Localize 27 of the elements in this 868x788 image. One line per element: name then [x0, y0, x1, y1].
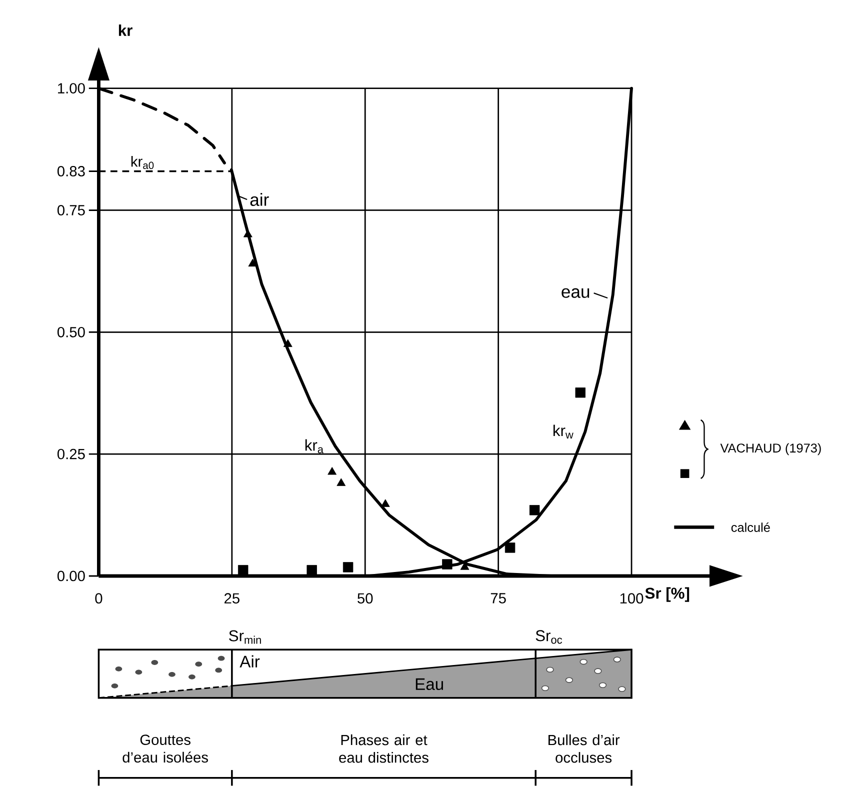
text: Eau	[416, 678, 444, 690]
text: Air	[240, 655, 260, 668]
annotation: eau	[562, 288, 590, 298]
annotation: air	[250, 193, 269, 206]
y-axis-title: kr	[118, 24, 132, 36]
x-axis-title: Sr [%]	[645, 587, 690, 602]
y-tick-label: 0.25	[57, 448, 85, 460]
y-tick-label: 0.00	[57, 570, 85, 582]
text: Gouttes d’eau isolées	[122, 734, 208, 763]
x-tick-label: 25	[224, 593, 240, 604]
y-tick-label: 0.75	[57, 205, 85, 216]
text: Sr$_{oc}$	[536, 630, 562, 644]
text: Phases air et eau distinctes	[339, 734, 428, 763]
ref-line-label: kr$_{a0}$	[131, 156, 154, 170]
text: Sr$_{min}$	[229, 630, 261, 644]
x-tick-label: 0	[95, 593, 102, 604]
x-tick-label: 100	[620, 593, 644, 604]
x-tick-label: 75	[490, 593, 506, 604]
text: Bulles d’air occluses	[548, 734, 620, 763]
series-label: kr$_{w}$	[554, 424, 574, 439]
y-tick-label: 0.83	[57, 166, 85, 176]
text: calculé	[731, 522, 770, 532]
series-label: kr$_{a}$	[305, 439, 324, 454]
x-tick-label: 50	[358, 593, 373, 604]
text: VACHAUD (1973)	[720, 443, 821, 456]
y-tick-label: 0.50	[57, 326, 85, 338]
y-tick-label: 1.00	[58, 83, 85, 94]
